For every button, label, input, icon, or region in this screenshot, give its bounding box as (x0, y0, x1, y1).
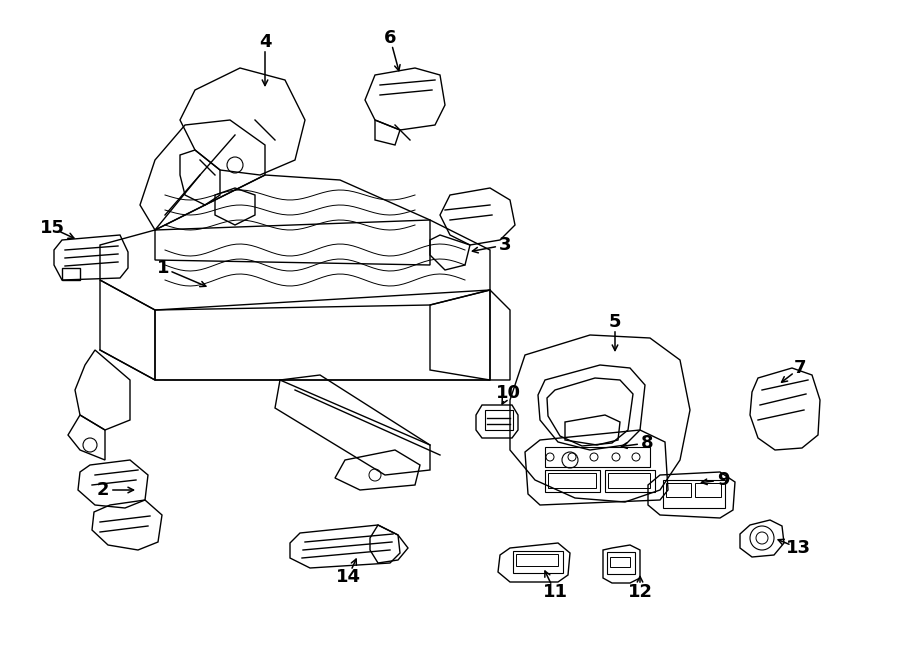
Bar (513, 551, 563, 573)
Text: 12: 12 (627, 583, 652, 601)
Text: 8: 8 (641, 434, 653, 452)
Text: 11: 11 (543, 583, 568, 601)
Text: 2: 2 (97, 481, 109, 499)
Bar (545, 447, 650, 467)
Text: 14: 14 (336, 568, 361, 586)
Bar (485, 410, 513, 430)
Text: 10: 10 (496, 384, 520, 402)
Bar (516, 554, 558, 566)
Text: 7: 7 (794, 359, 806, 377)
Text: 4: 4 (259, 33, 271, 51)
Bar (545, 470, 600, 492)
Text: 13: 13 (786, 539, 811, 557)
Text: 3: 3 (499, 236, 511, 254)
Bar (666, 483, 691, 497)
Text: 5: 5 (608, 313, 621, 331)
Text: 6: 6 (383, 29, 396, 47)
Bar (610, 557, 630, 567)
Text: 9: 9 (716, 471, 729, 489)
Text: 15: 15 (40, 219, 65, 237)
Text: 1: 1 (157, 259, 169, 277)
Bar (663, 480, 725, 508)
Bar (605, 470, 655, 492)
Bar (548, 473, 596, 488)
Bar (695, 483, 721, 497)
Bar (608, 473, 650, 488)
Bar (607, 552, 635, 574)
